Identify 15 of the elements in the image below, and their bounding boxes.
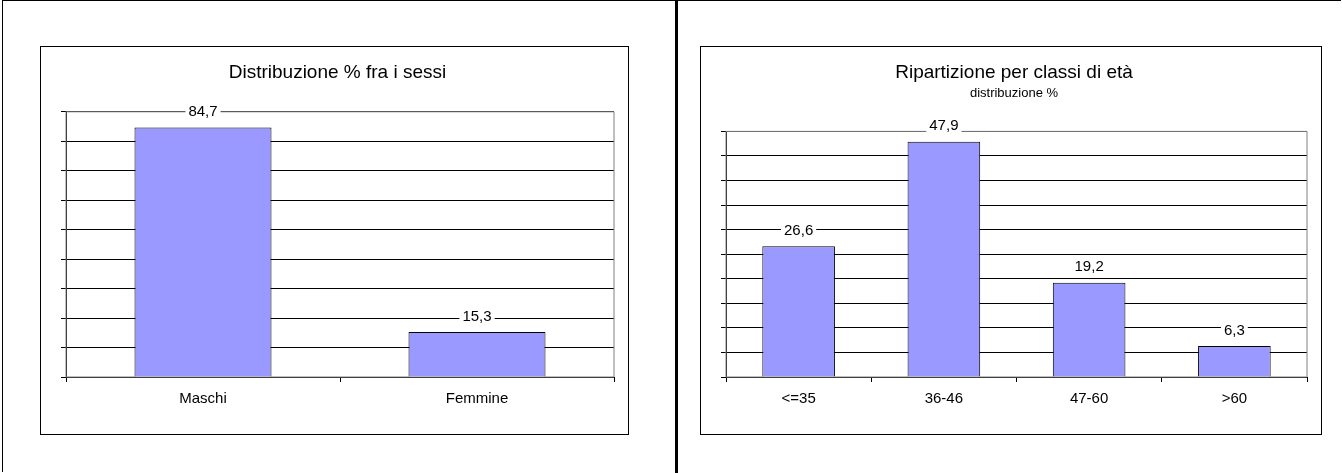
x-tick-label: <=35 — [781, 389, 816, 407]
data-label: 15,3 — [462, 306, 492, 324]
data-label: 84,7 — [188, 102, 218, 120]
data-label: 19,2 — [1074, 257, 1104, 275]
data-label: 47,9 — [929, 116, 959, 134]
x-tick-label: Maschi — [179, 389, 227, 407]
x-tick-label: 36-46 — [924, 389, 964, 407]
data-label: 26,6 — [784, 220, 814, 238]
x-tick-label: Femmine — [445, 389, 509, 407]
x-tick-label: 47-60 — [1069, 389, 1109, 407]
chart-subtitle: distribuzione % — [969, 85, 1059, 101]
data-label: 6,3 — [1223, 320, 1245, 338]
chart-title: Ripartizione per classi di età — [895, 60, 1134, 82]
chart-title: Distribuzione % fra i sessi — [228, 60, 447, 82]
x-tick-label: >60 — [1221, 389, 1248, 407]
